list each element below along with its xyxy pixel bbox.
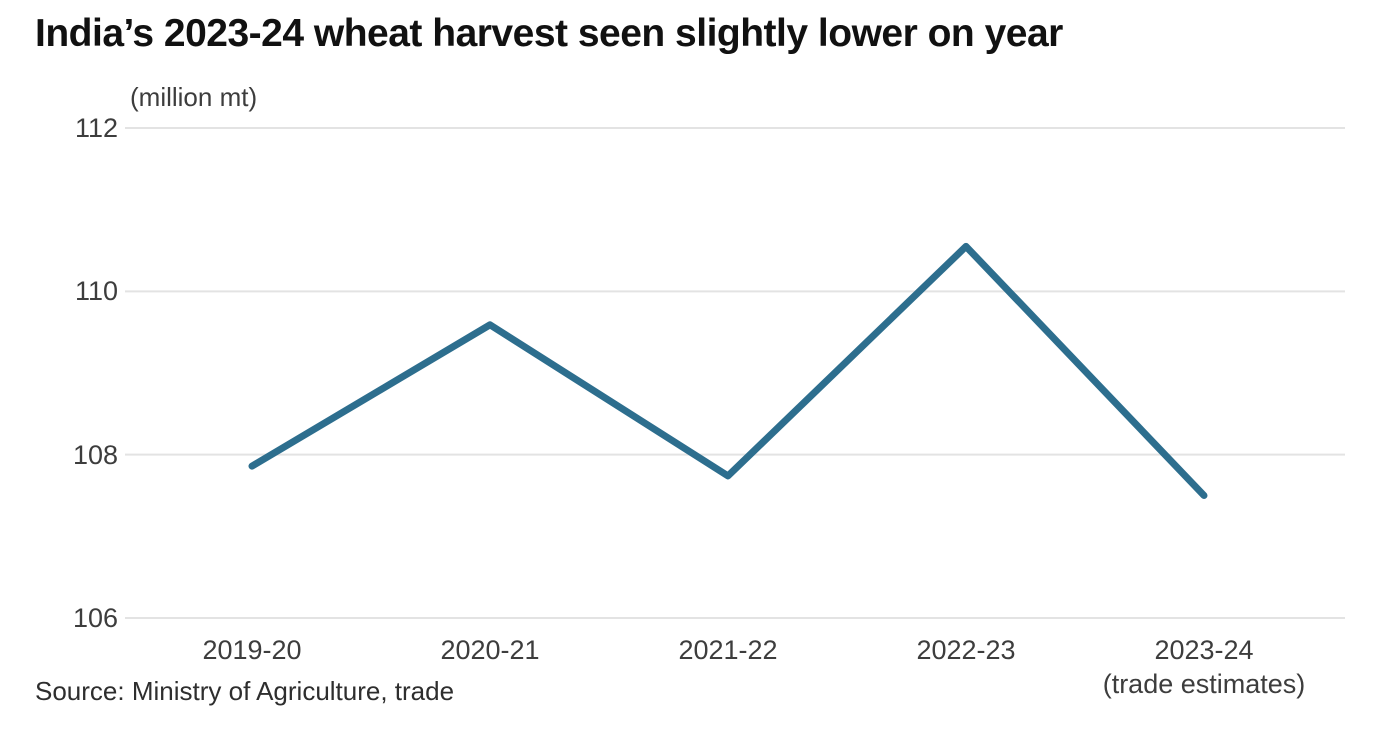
x-tick-label: 2021-22 bbox=[598, 634, 858, 668]
x-tick-label: 2020-21 bbox=[360, 634, 620, 668]
chart-title: India’s 2023-24 wheat harvest seen sligh… bbox=[35, 12, 1063, 55]
y-tick-label: 110 bbox=[74, 276, 118, 307]
x-tick-label: 2019-20 bbox=[122, 634, 382, 668]
y-tick-label: 108 bbox=[72, 439, 118, 470]
y-tick-label: 106 bbox=[72, 603, 118, 633]
x-tick-note: (trade estimates) bbox=[1102, 668, 1306, 699]
x-tick-label: 2022-23 bbox=[836, 634, 1096, 668]
source-note: Source: Ministry of Agriculture, trade bbox=[35, 676, 455, 706]
wheat-production-line bbox=[248, 242, 1208, 499]
x-tick-year: 2023-24 bbox=[1154, 635, 1254, 665]
y-axis-unit-label: (million mt) bbox=[130, 82, 258, 112]
x-tick-year: 2020-21 bbox=[440, 635, 540, 665]
x-tick-year: 2022-23 bbox=[916, 635, 1016, 665]
x-tick-year: 2021-22 bbox=[678, 635, 778, 665]
y-tick-label: 112 bbox=[74, 113, 118, 143]
x-tick-year: 2019-20 bbox=[202, 635, 302, 665]
x-tick-label: 2023-24 (trade estimates) bbox=[1074, 634, 1334, 702]
